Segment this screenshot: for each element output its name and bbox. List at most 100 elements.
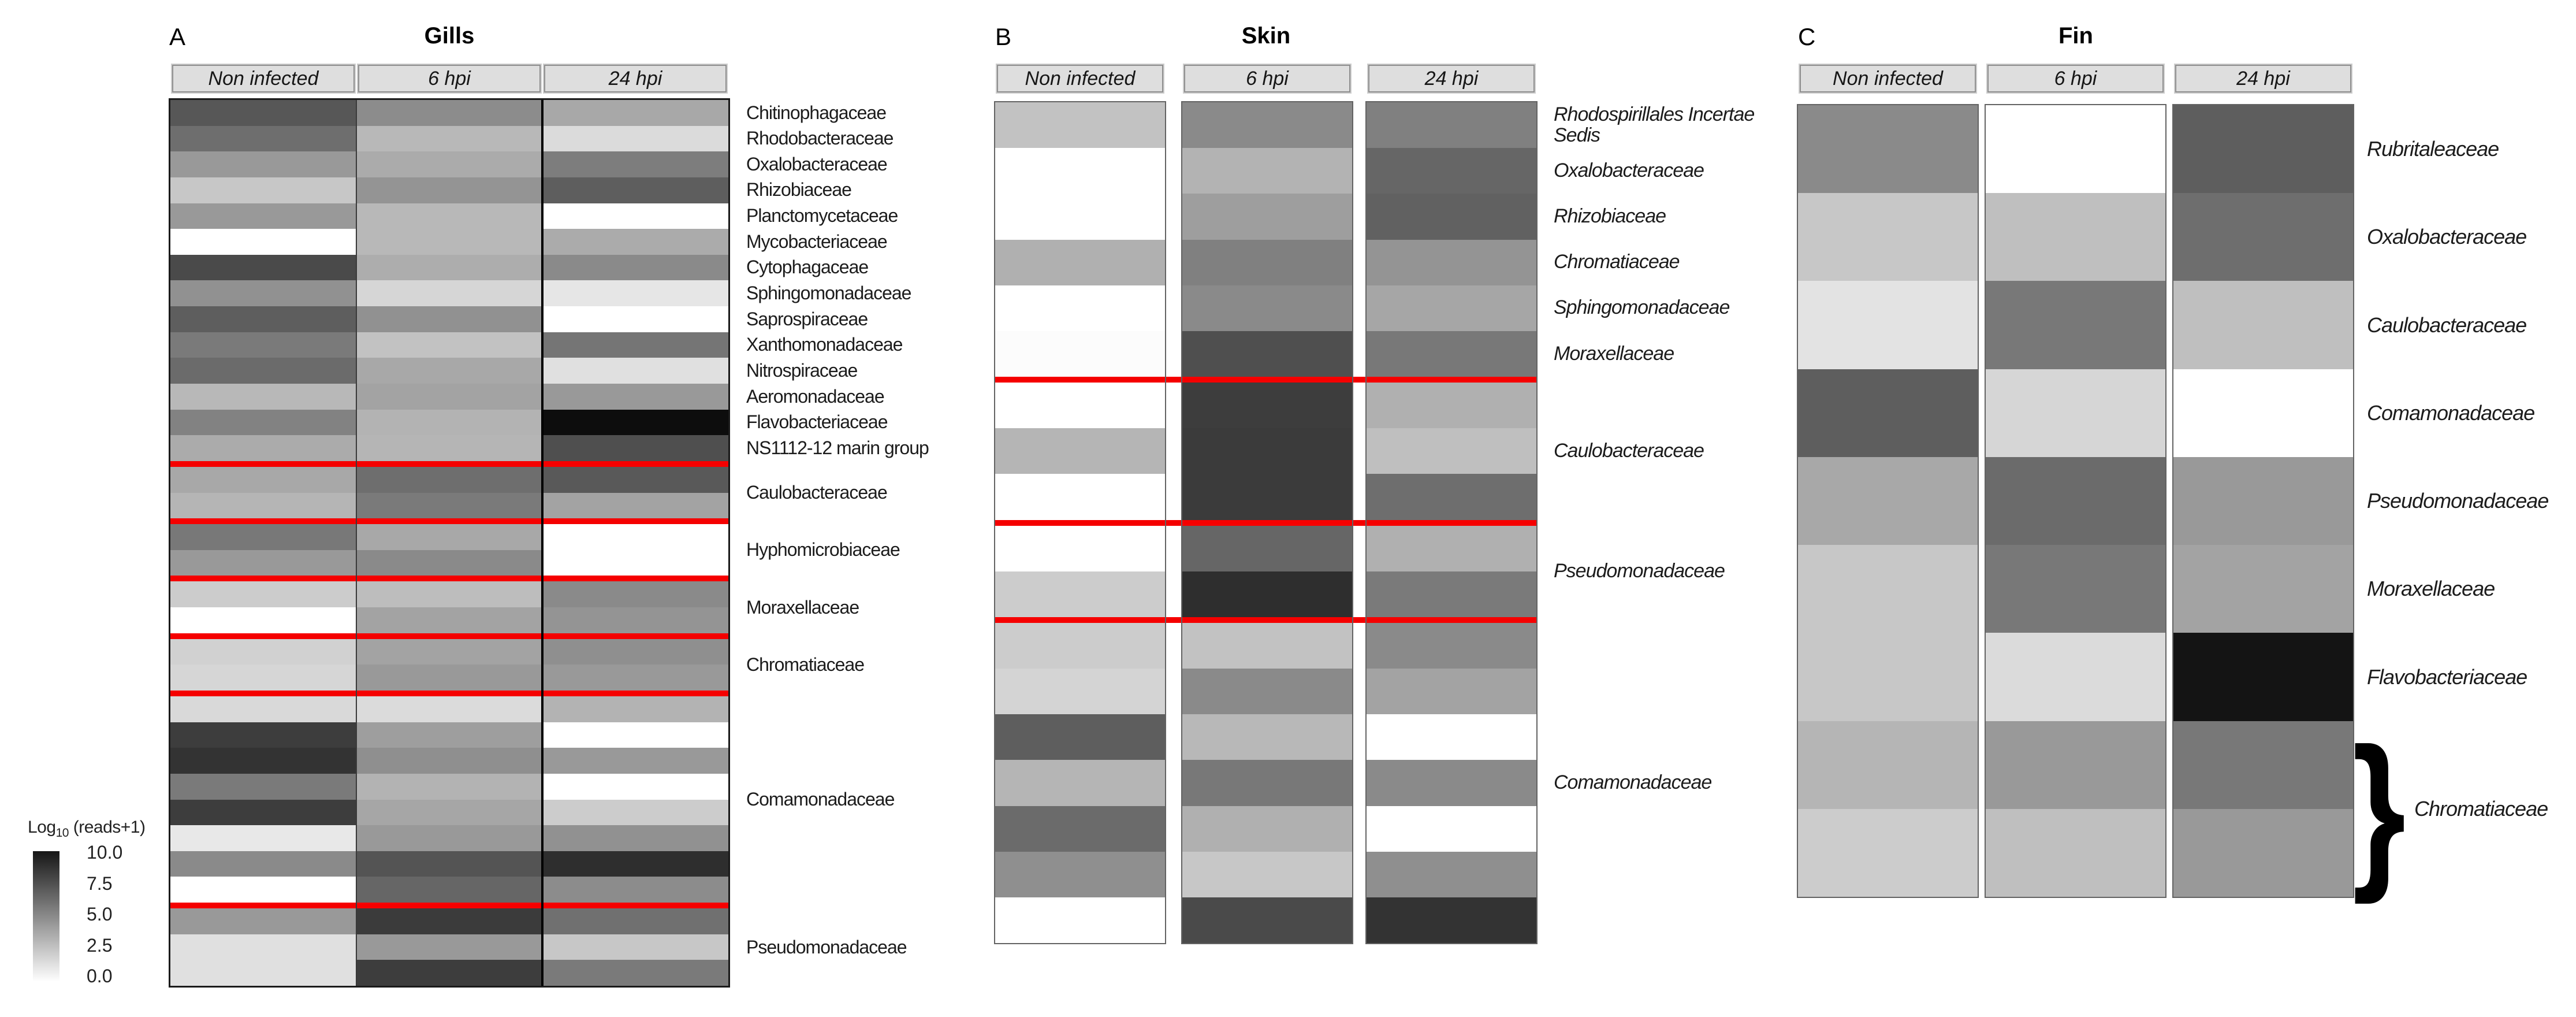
legend-tick: 10.0 bbox=[87, 842, 123, 863]
section-divider-line bbox=[170, 461, 728, 467]
colorbar-gradient bbox=[33, 851, 59, 982]
heatmap-cell bbox=[542, 151, 728, 178]
heatmap-cell bbox=[1986, 369, 2165, 458]
heatmap-cell bbox=[542, 435, 728, 462]
heatmap-cell bbox=[356, 748, 542, 774]
section-label: Comamonadaceae bbox=[1554, 771, 1712, 794]
heatmap-cell bbox=[356, 696, 542, 723]
row-label: Cytophagaceae bbox=[746, 257, 869, 278]
column-header: 24 hpi bbox=[544, 65, 727, 92]
heatmap-cell bbox=[542, 203, 728, 229]
panel-letter: B bbox=[995, 23, 1012, 50]
heatmap-cell bbox=[356, 177, 542, 204]
legend-tick: 2.5 bbox=[87, 934, 113, 956]
heatmap-cell bbox=[2173, 105, 2353, 194]
heatmap-cell bbox=[1182, 194, 1352, 240]
heatmap-cell bbox=[2173, 721, 2353, 810]
heatmap-cell bbox=[542, 607, 728, 634]
heatmap-cell bbox=[356, 332, 542, 359]
heatmap-cell bbox=[542, 665, 728, 691]
heatmap-cell bbox=[356, 280, 542, 307]
heatmap-cell bbox=[1182, 622, 1352, 669]
heatmap-cell bbox=[356, 254, 542, 281]
heatmap-cell bbox=[1798, 281, 1978, 370]
heatmap-cell bbox=[170, 960, 356, 986]
heatmap-cell bbox=[542, 492, 728, 519]
heatmap-cell bbox=[170, 581, 356, 608]
heatmap-cell bbox=[1798, 105, 1978, 194]
heatmap-cell bbox=[170, 696, 356, 723]
heatmap-cell bbox=[1367, 102, 1536, 149]
colorbar-legend: Log10 (reads+1) 10.0 7.5 5.0 2.5 0.0 bbox=[27, 818, 223, 1003]
row-label: Saprospiraceae bbox=[746, 308, 868, 329]
heatmap-cell bbox=[1798, 808, 1978, 897]
column-header: 24 hpi bbox=[1368, 65, 1535, 92]
heatmap-cell bbox=[2173, 633, 2353, 722]
row-label: Moraxellaceae bbox=[1554, 342, 1674, 365]
heatmap-cell bbox=[170, 358, 356, 384]
heatmap-cell bbox=[542, 960, 728, 986]
heatmap-cell bbox=[1182, 383, 1352, 429]
heatmap-cell bbox=[1986, 808, 2165, 897]
row-label: Sphingomonadaceae bbox=[746, 282, 911, 303]
row-label: Planctomycetaceae bbox=[746, 205, 898, 227]
row-label: Oxalobacteraceae bbox=[1554, 159, 1704, 181]
row-label: Rubritaleaceae bbox=[2367, 137, 2499, 161]
heatmap-cell bbox=[1182, 102, 1352, 149]
heatmap-cell bbox=[542, 877, 728, 903]
heatmap-cell bbox=[356, 825, 542, 852]
row-label: Xanthomonadaceae bbox=[746, 334, 903, 355]
heatmap-cell bbox=[1367, 897, 1536, 944]
heatmap-cell bbox=[1986, 105, 2165, 194]
heatmap-cell bbox=[995, 102, 1165, 149]
row-label: Pseudomonadaceae bbox=[2367, 489, 2549, 513]
heatmap-cell bbox=[170, 435, 356, 462]
heatmap-cell bbox=[995, 622, 1165, 669]
heatmap-cell bbox=[356, 384, 542, 410]
heatmap-cell bbox=[1182, 285, 1352, 332]
heatmap-cell bbox=[170, 492, 356, 519]
heatmap-cell bbox=[995, 851, 1165, 898]
heatmap-cell bbox=[170, 254, 356, 281]
heatmap-cell bbox=[1986, 456, 2165, 545]
heatmap-cell bbox=[1367, 474, 1536, 521]
heatmap-cell bbox=[1798, 721, 1978, 810]
heatmap-cell bbox=[356, 409, 542, 436]
legend-tick: 0.0 bbox=[87, 966, 113, 986]
legend-title: Log10 (reads+1) bbox=[28, 818, 146, 840]
section-label: Hyphomicrobiaceae bbox=[746, 539, 900, 561]
heatmap-cell bbox=[356, 229, 542, 255]
heatmap-cell bbox=[542, 934, 728, 961]
heatmap-cell bbox=[1367, 383, 1536, 429]
heatmap-cell bbox=[542, 125, 728, 153]
section-label: Chromatiaceae bbox=[2414, 796, 2548, 821]
heatmap-cell bbox=[1367, 331, 1536, 377]
heatmap-cell bbox=[1182, 571, 1352, 618]
heatmap-cell bbox=[995, 571, 1165, 618]
heatmap-cell bbox=[1182, 897, 1352, 944]
heatmap-cell bbox=[2173, 369, 2353, 458]
heatmap-cell bbox=[170, 748, 356, 774]
panel-title: Gills bbox=[424, 23, 475, 49]
section-divider-line bbox=[995, 377, 1536, 383]
heatmap-cell bbox=[170, 908, 356, 935]
legend-title-suffix: (reads+1) bbox=[68, 818, 146, 837]
row-label: Comamonadaceae bbox=[2367, 400, 2535, 425]
heatmap-cell bbox=[170, 306, 356, 333]
heatmap-cell bbox=[356, 550, 542, 577]
panel-title: Skin bbox=[1241, 23, 1291, 49]
heatmap-cell bbox=[170, 409, 356, 436]
heatmap-cell bbox=[356, 581, 542, 608]
heatmap-cell bbox=[542, 825, 728, 852]
section-label: Caulobacteraceae bbox=[1554, 440, 1704, 462]
heatmap-cell bbox=[542, 748, 728, 774]
heatmap-cell bbox=[356, 639, 542, 666]
heatmap-cell bbox=[1986, 193, 2165, 282]
heatmap-cell bbox=[542, 332, 728, 359]
heatmap-cell bbox=[356, 435, 542, 462]
section-divider-line bbox=[170, 691, 728, 696]
row-label: Flavobacteriaceae bbox=[746, 411, 888, 433]
heatmap-cell bbox=[356, 492, 542, 519]
column-header: Non infected bbox=[997, 65, 1163, 92]
heatmap-cell bbox=[1182, 474, 1352, 521]
